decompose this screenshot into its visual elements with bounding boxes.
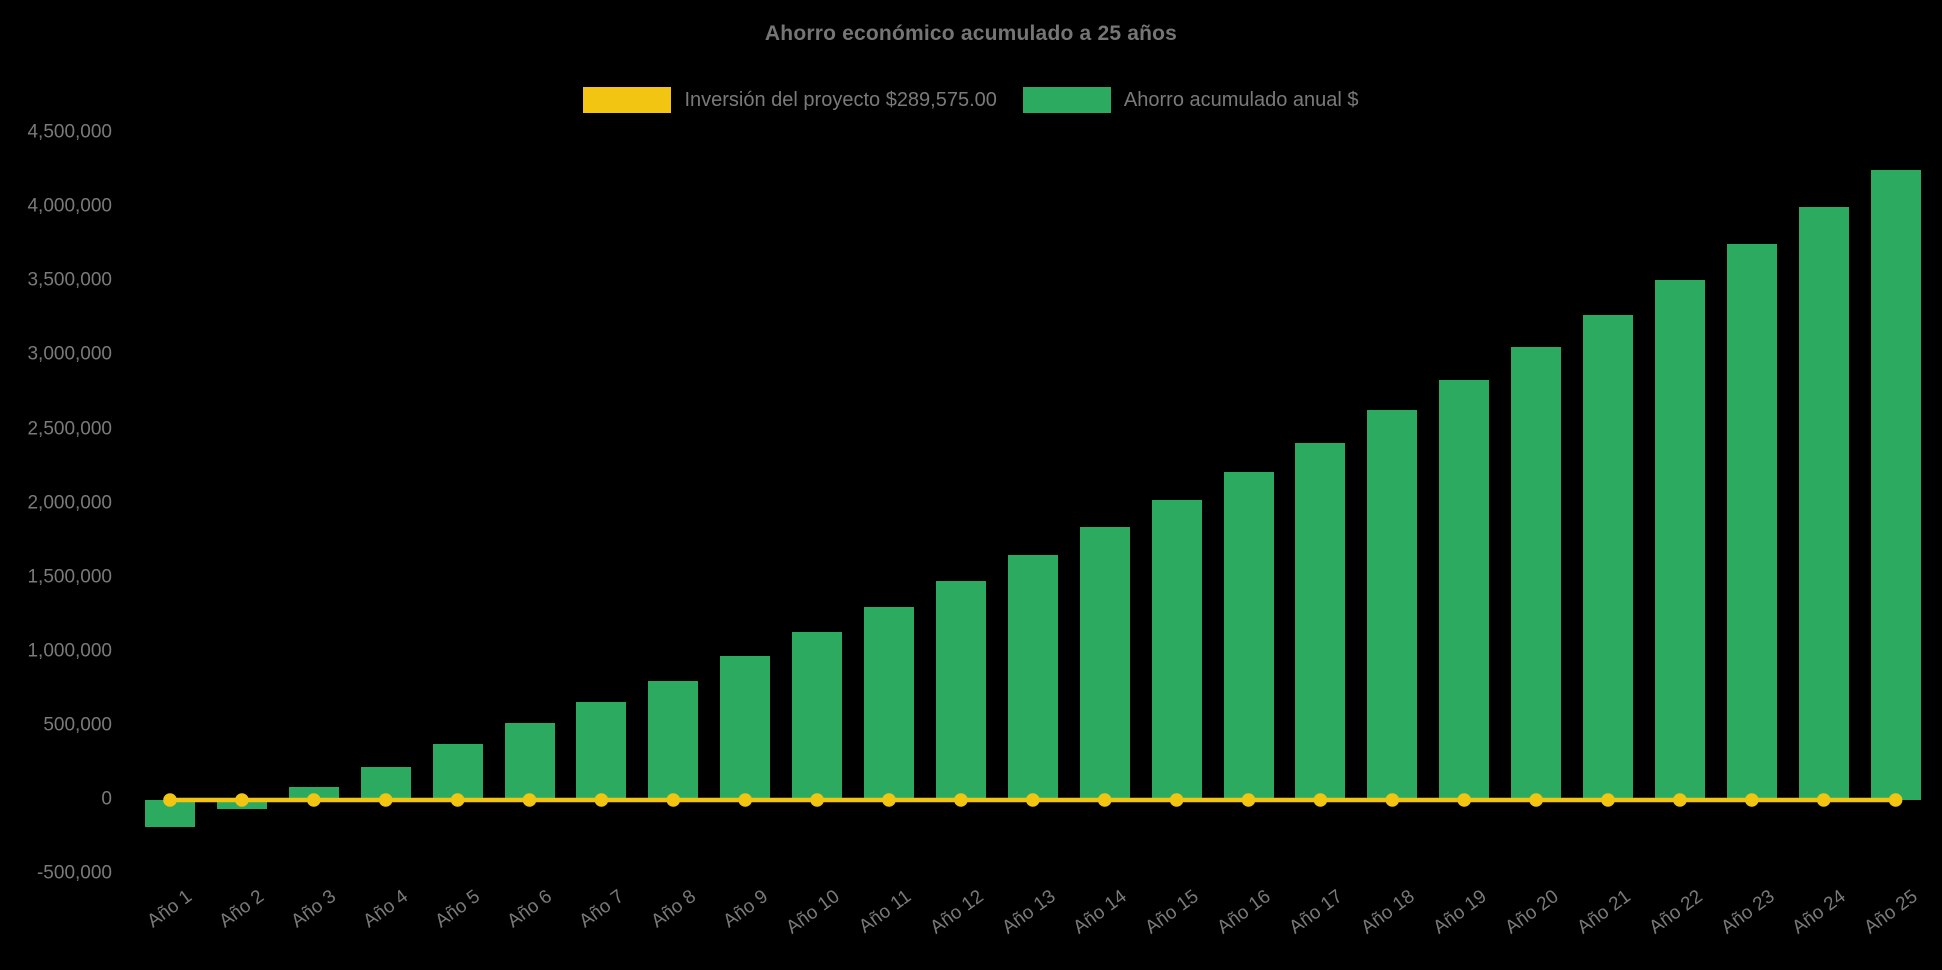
bar-año-15[interactable]	[1151, 499, 1202, 800]
investment-point-año-7[interactable]	[594, 793, 609, 807]
y-axis-label-4000000: 4,000,000	[27, 195, 112, 217]
y-axis-label-4500000: 4,500,000	[27, 121, 112, 143]
x-axis-label-año-20: Año 20	[1501, 886, 1563, 939]
x-axis-label-año-24: Año 24	[1788, 886, 1851, 939]
investment-point-año-18[interactable]	[1385, 793, 1400, 807]
legend-swatch-line	[583, 87, 672, 113]
x-axis-label-año-14: Año 14	[1069, 886, 1132, 939]
investment-point-año-13[interactable]	[1026, 793, 1040, 807]
x-axis-label-año-12: Año 12	[926, 886, 988, 939]
bar-año-7[interactable]	[576, 702, 627, 800]
y-axis-label-2000000: 2,000,000	[27, 492, 112, 514]
x-axis-label-año-16: Año 16	[1213, 886, 1275, 939]
bar-año-13[interactable]	[1007, 554, 1058, 800]
legend-item-line[interactable]: Inversión del proyecto $289,575.00	[583, 87, 997, 113]
investment-point-año-25[interactable]	[1888, 793, 1903, 807]
investment-point-año-3[interactable]	[307, 793, 321, 807]
investment-point-año-24[interactable]	[1816, 793, 1831, 807]
bar-año-22[interactable]	[1654, 279, 1705, 800]
x-axis-label-año-23: Año 23	[1717, 886, 1779, 939]
investment-point-año-20[interactable]	[1529, 793, 1543, 807]
x-axis-label-año-5: Año 5	[431, 886, 484, 933]
bar-año-6[interactable]	[504, 722, 555, 800]
x-axis-label-año-21: Año 21	[1573, 886, 1635, 939]
bar-año-12[interactable]	[935, 581, 986, 800]
y-axis-label-1500000: 1,500,000	[27, 566, 112, 588]
x-axis-label-año-15: Año 15	[1141, 886, 1203, 939]
investment-point-año-6[interactable]	[522, 793, 537, 807]
bar-año-16[interactable]	[1223, 471, 1274, 800]
x-axis-label-año-18: Año 18	[1357, 886, 1419, 939]
y-axis-label-0: 0	[101, 788, 112, 810]
x-axis-label-año-13: Año 13	[998, 886, 1060, 939]
investment-point-año-2[interactable]	[235, 793, 249, 807]
x-axis-label-año-2: Año 2	[215, 886, 269, 933]
y-axis-label-2500000: 2,500,000	[27, 418, 112, 440]
y-axis-label-1000000: 1,000,000	[27, 640, 112, 662]
investment-point-año-14[interactable]	[1097, 793, 1112, 807]
bar-año-24[interactable]	[1798, 207, 1849, 800]
investment-point-año-21[interactable]	[1601, 793, 1615, 807]
chart-title: Ahorro económico acumulado a 25 años	[764, 22, 1178, 45]
y-axis-label-500000: 500,000	[43, 714, 112, 736]
bar-año-23[interactable]	[1726, 244, 1777, 801]
investment-point-año-17[interactable]	[1313, 793, 1328, 807]
investment-point-año-22[interactable]	[1673, 793, 1687, 807]
x-axis-label-año-4: Año 4	[359, 886, 413, 933]
legend-label-bar: Ahorro acumulado anual $	[1123, 88, 1359, 111]
investment-point-año-11[interactable]	[882, 793, 896, 807]
investment-point-año-5[interactable]	[450, 793, 465, 807]
x-axis-label-año-17: Año 17	[1285, 886, 1347, 939]
bar-año-10[interactable]	[792, 631, 843, 800]
bar-año-9[interactable]	[720, 656, 771, 800]
investment-point-año-12[interactable]	[954, 793, 968, 807]
investment-point-año-15[interactable]	[1169, 793, 1184, 807]
investment-point-año-16[interactable]	[1241, 793, 1256, 807]
legend-swatch-bar	[1022, 87, 1111, 113]
x-axis-label-año-22: Año 22	[1645, 886, 1707, 939]
bar-año-20[interactable]	[1511, 347, 1562, 800]
y-axis-label--500000: -500,000	[36, 862, 112, 884]
x-axis-label-año-8: Año 8	[647, 886, 700, 933]
bar-año-11[interactable]	[864, 607, 914, 800]
investment-point-año-1[interactable]	[163, 793, 177, 807]
bar-año-19[interactable]	[1439, 379, 1490, 800]
legend-label-line: Inversión del proyecto $289,575.00	[684, 88, 997, 111]
legend-item-bar[interactable]: Ahorro acumulado anual $	[1022, 87, 1359, 113]
x-axis-label-año-11: Año 11	[855, 886, 916, 938]
x-axis-label-año-1: Año 1	[143, 886, 197, 933]
x-axis-label-año-7: Año 7	[575, 886, 628, 933]
x-axis-label-año-19: Año 19	[1429, 886, 1491, 939]
investment-point-año-4[interactable]	[378, 793, 393, 807]
y-axis-label-3000000: 3,000,000	[27, 343, 112, 365]
x-axis-label-año-9: Año 9	[719, 886, 772, 933]
bar-año-14[interactable]	[1079, 527, 1130, 800]
bar-año-17[interactable]	[1295, 442, 1346, 800]
investment-point-año-9[interactable]	[738, 793, 752, 807]
x-axis-label-año-3: Año 3	[287, 886, 341, 933]
investment-point-año-10[interactable]	[810, 793, 824, 807]
investment-point-año-8[interactable]	[666, 793, 681, 807]
investment-point-año-23[interactable]	[1745, 793, 1759, 807]
bar-año-21[interactable]	[1583, 314, 1633, 800]
investment-point-año-19[interactable]	[1457, 793, 1471, 807]
x-axis-label-año-6: Año 6	[503, 886, 556, 933]
bar-año-8[interactable]	[648, 680, 699, 800]
bar-año-25[interactable]	[1870, 170, 1921, 800]
bar-año-18[interactable]	[1367, 410, 1418, 800]
x-axis-label-año-25: Año 25	[1860, 886, 1922, 939]
bar-año-5[interactable]	[432, 744, 483, 800]
x-axis-label-año-10: Año 10	[782, 886, 844, 939]
chart-legend: Inversión del proyecto $289,575.00 Ahorro…	[0, 87, 1942, 113]
y-axis-label-3500000: 3,500,000	[27, 269, 112, 291]
